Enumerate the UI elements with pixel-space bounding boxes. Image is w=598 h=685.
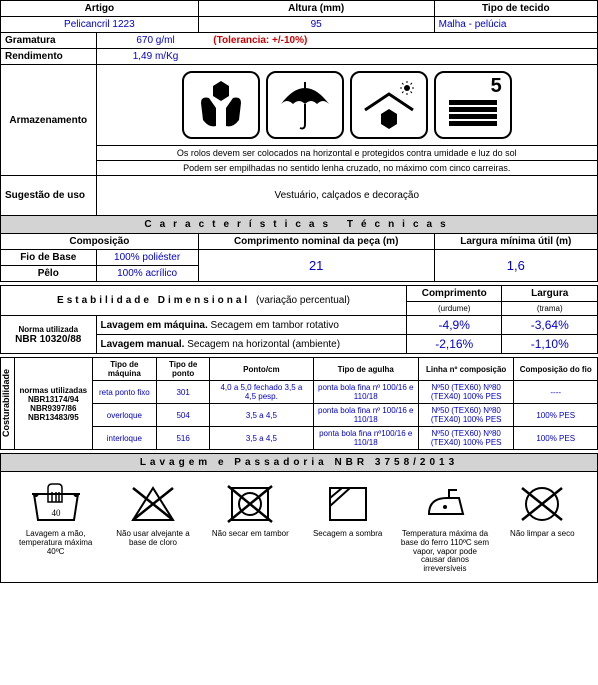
storage-icons: 5 [101, 67, 593, 143]
comprimento-value: 21 [198, 250, 434, 282]
altura-label: Altura (mm) [198, 1, 434, 17]
lavagem-title: Lavagem e Passadoria NBR 3758/2013 [1, 454, 598, 472]
no-tumble-icon [222, 480, 278, 528]
stack-number: 5 [491, 75, 502, 98]
col-fio: Composição do fio [514, 358, 598, 381]
est-row1-comp: -4,9% [406, 316, 502, 335]
est-row2-b: Secagem na horizontal (ambiente) [184, 339, 340, 350]
artigo-label: Artigo [1, 1, 199, 17]
costurabilidade-table: Costurabilidade normas utilizadas NBR131… [0, 357, 598, 450]
pelo-value: 100% acrílico [96, 266, 198, 282]
care-cap-2: Não secar em tambor [212, 530, 289, 539]
care-cap-5: Não limpar a seco [510, 530, 574, 539]
care-cap-1: Não usar alvejante a base de cloro [108, 530, 198, 548]
handle-care-icon [182, 71, 260, 139]
care-icons: 40 Lavagem a mão, temperatura máxima 40º… [5, 474, 593, 580]
umbrella-icon [266, 71, 344, 139]
normas-label: normas utilizadas [19, 386, 88, 395]
larg-label: Largura [502, 286, 598, 302]
largura-label: Largura mínima útil (m) [434, 234, 597, 250]
col-linha: Linha nº composição [418, 358, 514, 381]
col-ponto: Tipo de ponto [157, 358, 210, 381]
sugestao-value: Vestuário, calçados e decoração [96, 176, 597, 216]
estabilidade-table: Estabilidade Dimensional (variação perce… [0, 285, 598, 354]
comprimento-label: Comprimento nominal da peça (m) [198, 234, 434, 250]
sugestao-label: Sugestão de uso [1, 176, 97, 216]
handwash-icon: 40 [28, 480, 84, 528]
est-row1-b: Secagem em tambor rotativo [208, 320, 339, 331]
col-pontocm: Ponto/cm [210, 358, 313, 381]
rendimento-label: Rendimento [1, 49, 97, 65]
fio-base-value: 100% poliéster [96, 250, 198, 266]
est-row1-a: Lavagem em máquina. [101, 320, 208, 331]
gramatura-label: Gramatura [1, 33, 97, 49]
altura-value: 95 [198, 17, 434, 33]
armazenamento-label: Armazenamento [1, 65, 97, 176]
fio-base-label: Fio de Base [1, 250, 97, 266]
norma-label: Norma utilizada [5, 325, 92, 334]
tecido-value: Malha - pelúcia [434, 17, 597, 33]
cost-vert: Costurabilidade [1, 369, 11, 437]
storage-note1: Os rolos devem ser colocados na horizont… [96, 146, 597, 161]
stack-icon: 5 [434, 71, 512, 139]
tolerancia: (Tolerancia: +/-10%) [213, 35, 307, 46]
rendimento-value: 1,49 m/Kg [101, 51, 211, 62]
storage-note2: Podem ser empilhadas no sentido lenha cr… [96, 161, 597, 176]
lavagem-table: Lavagem e Passadoria NBR 3758/2013 40 La… [0, 453, 598, 583]
no-bleach-icon [125, 480, 181, 528]
tecido-label: Tipo de tecido [434, 1, 597, 17]
iron-icon [417, 480, 473, 528]
largura-value: 1,6 [434, 250, 597, 282]
shade-dry-icon [320, 480, 376, 528]
col-agulha: Tipo de agulha [313, 358, 418, 381]
norma-value: NBR 10320/88 [5, 334, 92, 345]
care-cap-0: Lavagem a mão, temperatura máxima 40ºC [11, 530, 101, 556]
est-row2-a: Lavagem manual. [101, 339, 185, 350]
estabilidade-title: Estabilidade Dimensional [57, 295, 250, 306]
comp-sub: (urdume) [406, 302, 502, 316]
estabilidade-sub: (variação percentual) [256, 295, 350, 306]
est-row2-comp: -2,16% [406, 335, 502, 354]
composicao-label: Composição [1, 234, 199, 250]
pelo-label: Pêlo [1, 266, 97, 282]
artigo-value: Pelicancril 1223 [1, 17, 199, 33]
col-maquina: Tipo de máquina [92, 358, 156, 381]
shade-icon [350, 71, 428, 139]
est-row1-larg: -3,64% [502, 316, 598, 335]
normas-value: NBR13174/94 NBR9397/86 NBR13483/95 [19, 395, 88, 422]
comp-label: Comprimento [406, 286, 502, 302]
care-cap-3: Secagem a sombra [313, 530, 382, 539]
spec-table: Artigo Altura (mm) Tipo de tecido Pelica… [0, 0, 598, 282]
svg-text:40: 40 [51, 508, 61, 518]
larg-sub: (trama) [502, 302, 598, 316]
care-cap-4: Temperatura máxima da base do ferro 110º… [400, 530, 490, 574]
caracteristicas-title: Características Técnicas [1, 216, 598, 234]
no-dryclean-icon [514, 480, 570, 528]
gramatura-value: 670 g/ml [101, 35, 211, 46]
est-row2-larg: -1,10% [502, 335, 598, 354]
